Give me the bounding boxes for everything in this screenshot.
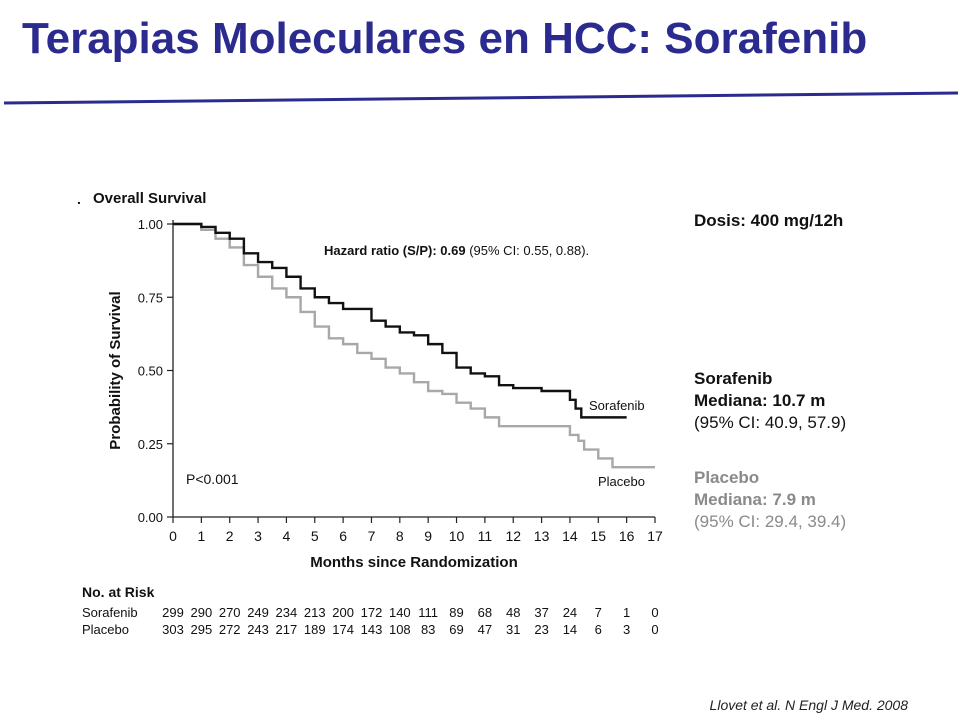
hazard-ratio: Hazard ratio (S/P): 0.69 (95% CI: 0.55, … bbox=[324, 243, 589, 258]
risk-cell: 303 bbox=[162, 622, 184, 637]
risk-table: No. at Risk Sorafenib 299 290 270 249 234 213 20… bbox=[82, 584, 659, 637]
x-tick-label: 8 bbox=[396, 528, 404, 544]
dose-label: Dosis: 400 mg/12h bbox=[694, 211, 844, 230]
risk-cell: 24 bbox=[563, 605, 577, 620]
risk-cell: 217 bbox=[276, 622, 298, 637]
x-tick-label: 15 bbox=[591, 528, 607, 544]
hazard-ratio-label: Hazard ratio (S/P): 0.69 bbox=[324, 243, 466, 258]
reference-citation: Llovet et al. N Engl J Med. 2008 bbox=[709, 697, 908, 713]
placebo-summary: Placebo Mediana: 7.9 m (95% CI: 29.4, 39… bbox=[694, 467, 846, 533]
risk-cell: 172 bbox=[361, 605, 383, 620]
risk-cell: 68 bbox=[478, 605, 492, 620]
x-tick-label: 14 bbox=[562, 528, 578, 544]
placebo-median: Mediana: 7.9 m bbox=[694, 490, 816, 509]
risk-cell: 243 bbox=[247, 622, 269, 637]
risk-cell: 31 bbox=[506, 622, 520, 637]
y-tick-label: 0.75 bbox=[138, 290, 163, 305]
axis-ticks bbox=[167, 223, 656, 523]
x-tick-label: 9 bbox=[424, 528, 432, 544]
risk-cell: 69 bbox=[449, 622, 463, 637]
y-tick-label: 0.25 bbox=[138, 437, 163, 452]
x-tick-label: 4 bbox=[283, 528, 291, 544]
risk-cell: 14 bbox=[563, 622, 577, 637]
y-tick-label: 0.50 bbox=[138, 364, 163, 379]
risk-cell: 89 bbox=[449, 605, 463, 620]
sorafenib-curve-label: Sorafenib bbox=[589, 398, 645, 413]
risk-cell: 6 bbox=[595, 622, 602, 637]
panel-marker: . bbox=[77, 191, 81, 207]
placebo-name: Placebo bbox=[694, 468, 760, 487]
placebo-ci: (95% CI: 29.4, 39.4) bbox=[694, 512, 847, 531]
sorafenib-curve bbox=[173, 222, 627, 419]
risk-cell: 295 bbox=[191, 622, 213, 637]
risk-cell: 200 bbox=[332, 605, 354, 620]
x-tick-label: 2 bbox=[226, 528, 234, 544]
risk-cell: 140 bbox=[389, 605, 411, 620]
risk-cell: 143 bbox=[361, 622, 383, 637]
x-axis-label: Months since Randomization bbox=[310, 554, 518, 571]
x-tick-label: 5 bbox=[311, 528, 319, 544]
risk-cell: 83 bbox=[421, 622, 435, 637]
risk-cell: 299 bbox=[162, 605, 184, 620]
risk-cell: 108 bbox=[389, 622, 411, 637]
sorafenib-median: Mediana: 10.7 m bbox=[694, 391, 826, 410]
risk-table-title: No. at Risk bbox=[82, 584, 155, 600]
risk-cell: 270 bbox=[219, 605, 241, 620]
placebo-curve bbox=[173, 222, 655, 469]
sorafenib-summary: Sorafenib Mediana: 10.7 m (95% CI: 40.9,… bbox=[694, 368, 846, 434]
y-axis-label: Probability of Survival bbox=[107, 291, 124, 449]
risk-cell: 174 bbox=[332, 622, 354, 637]
x-tick-label: 0 bbox=[169, 528, 177, 544]
risk-cell: 111 bbox=[418, 605, 438, 620]
risk-cell: 0 bbox=[651, 622, 658, 637]
risk-cell: 23 bbox=[534, 622, 548, 637]
chart-title: Overall Survival bbox=[93, 190, 206, 207]
title-underline bbox=[3, 91, 959, 105]
slide-title: Terapias Moleculares en HCC: Sorafenib bbox=[22, 14, 868, 63]
risk-cell: 213 bbox=[304, 605, 326, 620]
risk-cell: 48 bbox=[506, 605, 520, 620]
y-tick-label: 0.00 bbox=[138, 510, 163, 525]
x-tick-label: 7 bbox=[368, 528, 376, 544]
x-tick-label: 3 bbox=[254, 528, 262, 544]
x-tick-label: 17 bbox=[647, 528, 663, 544]
x-tick-label: 13 bbox=[534, 528, 550, 544]
survival-curves bbox=[173, 222, 655, 469]
risk-row-label: Sorafenib bbox=[82, 605, 138, 620]
chart-frame bbox=[3, 91, 959, 518]
risk-cell: 1 bbox=[623, 605, 630, 620]
x-tick-label: 16 bbox=[619, 528, 635, 544]
x-tick-label: 12 bbox=[505, 528, 521, 544]
placebo-curve-label: Placebo bbox=[598, 474, 645, 489]
risk-cell: 272 bbox=[219, 622, 241, 637]
x-tick-label: 10 bbox=[449, 528, 465, 544]
hazard-ratio-ci: (95% CI: 0.55, 0.88). bbox=[465, 243, 590, 258]
risk-cell: 47 bbox=[478, 622, 492, 637]
risk-cell: 234 bbox=[276, 605, 298, 620]
sorafenib-ci: (95% CI: 40.9, 57.9) bbox=[694, 413, 847, 432]
risk-cell: 0 bbox=[651, 605, 658, 620]
x-tick-label: 6 bbox=[339, 528, 347, 544]
x-tick-label: 11 bbox=[478, 528, 493, 544]
risk-cell: 249 bbox=[247, 605, 269, 620]
sorafenib-name: Sorafenib bbox=[694, 369, 773, 388]
risk-cell: 189 bbox=[304, 622, 326, 637]
risk-cell: 7 bbox=[595, 605, 602, 620]
p-value: P<0.001 bbox=[186, 471, 239, 487]
y-tick-label: 1.00 bbox=[138, 217, 163, 232]
risk-row-label: Placebo bbox=[82, 622, 129, 637]
risk-cell: 3 bbox=[623, 622, 630, 637]
x-tick-label: 1 bbox=[197, 528, 205, 544]
risk-cell: 37 bbox=[534, 605, 548, 620]
risk-cell: 290 bbox=[191, 605, 213, 620]
